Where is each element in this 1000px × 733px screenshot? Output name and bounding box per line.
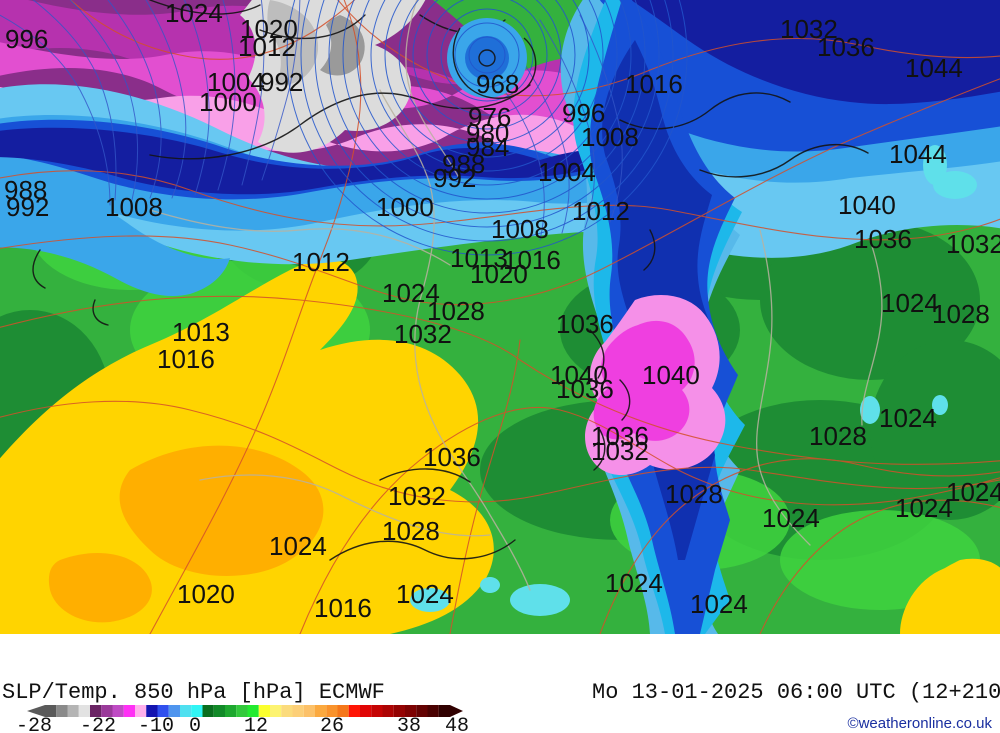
svg-text:48: 48: [445, 715, 469, 733]
svg-text:1036: 1036: [423, 442, 481, 472]
svg-text:1028: 1028: [809, 421, 867, 451]
svg-text:26: 26: [320, 715, 344, 733]
svg-text:1032: 1032: [946, 229, 1000, 259]
svg-text:-28: -28: [16, 715, 52, 733]
svg-text:-10: -10: [138, 715, 174, 733]
svg-text:1012: 1012: [572, 196, 630, 226]
svg-text:992: 992: [6, 192, 49, 222]
svg-text:12: 12: [244, 715, 268, 733]
svg-text:1036: 1036: [556, 374, 614, 404]
svg-text:1020: 1020: [177, 579, 235, 609]
svg-text:1036: 1036: [817, 32, 875, 62]
svg-text:1032: 1032: [591, 436, 649, 466]
svg-text:1012: 1012: [292, 247, 350, 277]
svg-text:1028: 1028: [665, 479, 723, 509]
svg-text:1024: 1024: [396, 579, 454, 609]
svg-text:-22: -22: [80, 715, 116, 733]
svg-text:1024: 1024: [269, 531, 327, 561]
svg-text:1016: 1016: [314, 593, 372, 623]
svg-text:1008: 1008: [491, 214, 549, 244]
svg-text:1024: 1024: [895, 493, 953, 523]
svg-text:1024: 1024: [165, 0, 223, 28]
svg-text:1013: 1013: [172, 317, 230, 347]
svg-text:1000: 1000: [199, 87, 257, 117]
svg-text:1024: 1024: [605, 568, 663, 598]
svg-text:968: 968: [476, 69, 519, 99]
svg-text:1044: 1044: [905, 53, 963, 83]
svg-text:1024: 1024: [690, 589, 748, 619]
svg-text:1008: 1008: [581, 122, 639, 152]
svg-text:1000: 1000: [376, 192, 434, 222]
svg-text:1028: 1028: [932, 299, 990, 329]
svg-text:1024: 1024: [946, 477, 1000, 507]
svg-text:1016: 1016: [625, 69, 683, 99]
svg-text:1040: 1040: [838, 190, 896, 220]
svg-text:1004: 1004: [538, 157, 596, 187]
svg-text:992: 992: [260, 67, 303, 97]
svg-text:1024: 1024: [879, 403, 937, 433]
svg-text:1008: 1008: [105, 192, 163, 222]
svg-text:1036: 1036: [854, 224, 912, 254]
svg-text:992: 992: [433, 163, 476, 193]
svg-text:1012: 1012: [238, 32, 296, 62]
svg-text:1016: 1016: [157, 344, 215, 374]
svg-text:1028: 1028: [382, 516, 440, 546]
svg-text:1032: 1032: [388, 481, 446, 511]
svg-text:1020: 1020: [470, 259, 528, 289]
svg-text:1024: 1024: [762, 503, 820, 533]
svg-text:1036: 1036: [556, 309, 614, 339]
svg-text:0: 0: [189, 715, 201, 733]
svg-text:38: 38: [397, 715, 421, 733]
svg-text:1044: 1044: [889, 139, 947, 169]
svg-text:996: 996: [5, 24, 48, 54]
svg-text:1024: 1024: [881, 288, 939, 318]
svg-text:1040: 1040: [642, 360, 700, 390]
svg-text:1032: 1032: [394, 319, 452, 349]
